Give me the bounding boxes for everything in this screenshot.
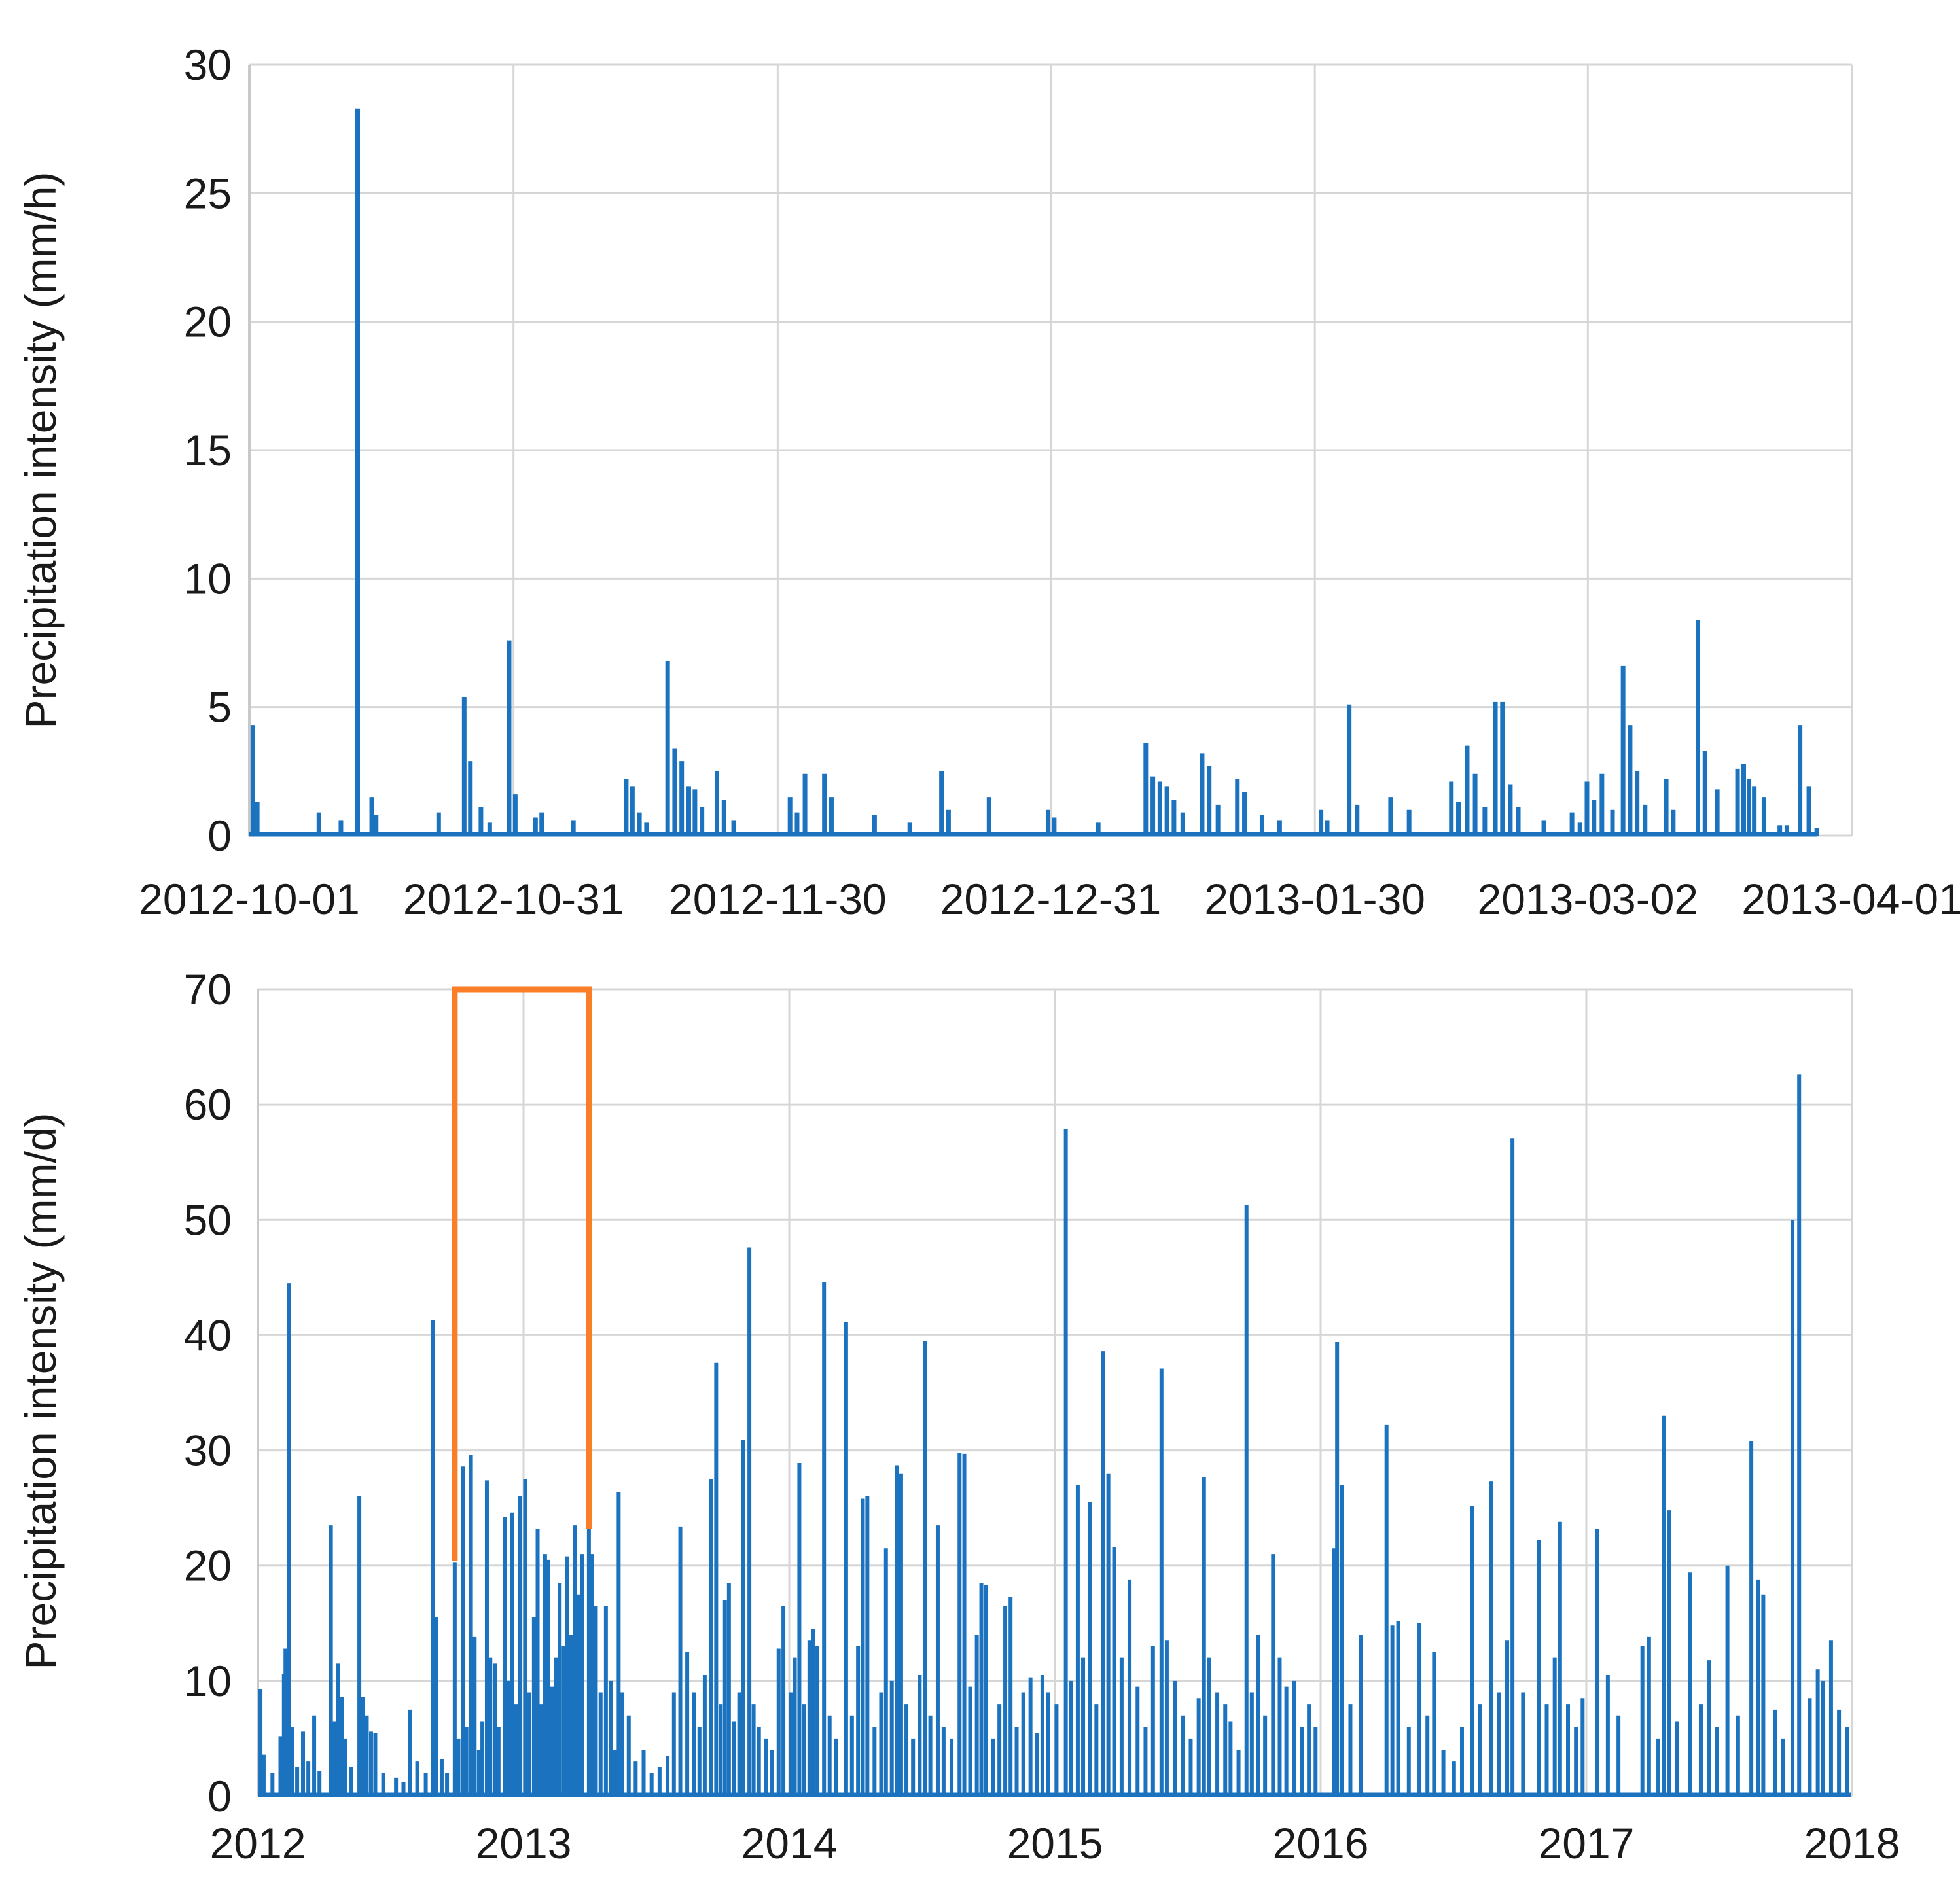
bottom-chart-y-tick-label: 40: [184, 1311, 232, 1359]
top-chart-x-tick-label: 2013-01-30: [1204, 875, 1425, 923]
top-chart-bars: [249, 108, 1819, 837]
bottom-chart-y-tick-label: 20: [184, 1542, 232, 1590]
bottom-chart-x-tick-labels: 2012 2013 2014 2015 2016 2017 2018: [210, 1819, 1900, 1867]
bottom-chart-x-tick-label: 2016: [1273, 1819, 1369, 1867]
top-chart-x-tick-label: 2012-10-01: [139, 875, 360, 923]
top-chart-gridlines: [248, 63, 1853, 837]
top-chart-x-tick-label: 2012-12-31: [940, 875, 1162, 923]
bottom-chart-gridlines: [257, 988, 1853, 1797]
bottom-chart-x-tick-label: 2014: [741, 1819, 838, 1867]
top-chart-y-tick-label: 25: [184, 169, 232, 217]
top-chart-x-tick-label: 2013-03-02: [1478, 875, 1699, 923]
top-chart-x-tick-label: 2012-10-31: [403, 875, 624, 923]
bottom-chart-y-tick-label: 50: [184, 1195, 232, 1244]
top-chart-y-tick-label: 0: [207, 811, 232, 860]
top-chart-x-tick-label: 2013-04-01: [1741, 875, 1960, 923]
top-chart-x-tick-labels: 2012-10-01 2012-10-31 2012-11-30 2012-12-31…: [139, 875, 1960, 923]
top-chart-y-tick-labels: 0 5 10 15 20 25 30: [184, 41, 232, 860]
highlight-period-box: [452, 986, 592, 1561]
bottom-chart-y-tick-labels: 0 10 20 30 40 50 60 70: [184, 965, 232, 1820]
top-chart-y-tick-label: 30: [184, 41, 232, 89]
bottom-chart-x-tick-label: 2013: [476, 1819, 572, 1867]
bottom-chart-y-tick-label: 30: [184, 1426, 232, 1475]
bottom-chart-x-tick-label: 2015: [1007, 1819, 1103, 1867]
top-chart-y-tick-label: 10: [184, 554, 232, 603]
bottom-chart-bars: [258, 1074, 1851, 1797]
top-chart-y-tick-label: 5: [207, 683, 232, 732]
top-chart-y-tick-label: 20: [184, 298, 232, 346]
top-chart-x-tick-label: 2012-11-30: [669, 875, 887, 923]
bottom-chart-y-tick-label: 70: [184, 965, 232, 1014]
bottom-chart-x-tick-label: 2017: [1539, 1819, 1635, 1867]
bottom-chart-x-tick-label: 2018: [1804, 1819, 1900, 1867]
bottom-chart-y-tick-label: 0: [207, 1772, 232, 1820]
top-chart-y-tick-label: 15: [184, 426, 232, 474]
bottom-chart-y-tick-label: 10: [184, 1657, 232, 1705]
bottom-chart-x-tick-label: 2012: [210, 1819, 306, 1867]
bottom-chart-y-tick-label: 60: [184, 1080, 232, 1129]
